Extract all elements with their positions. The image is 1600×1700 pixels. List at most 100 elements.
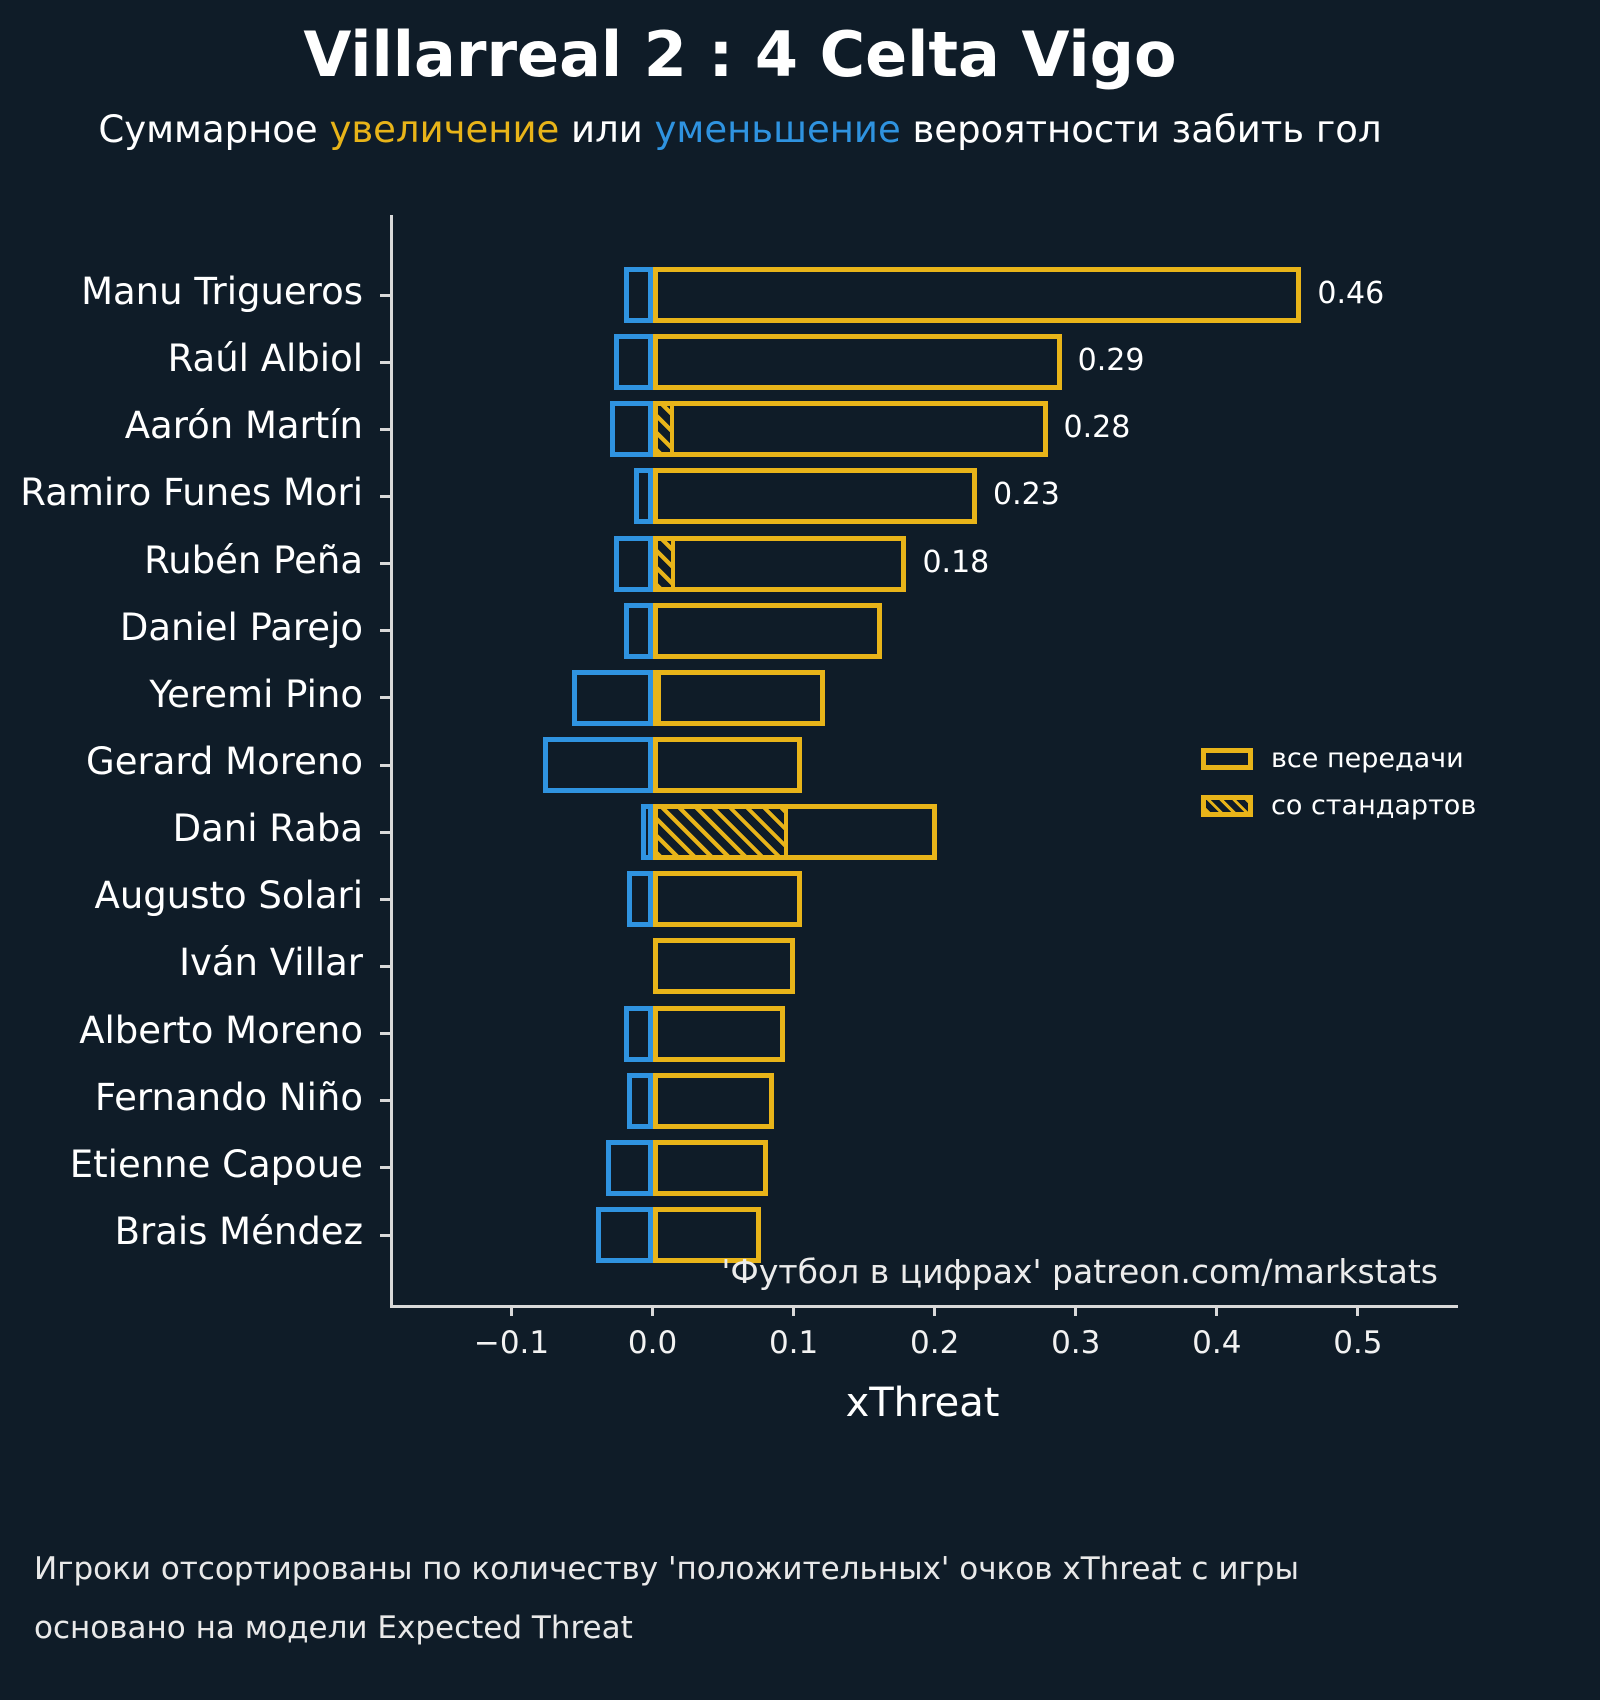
- value-label: 0.28: [1063, 410, 1131, 446]
- bar-positive-total: [652, 468, 977, 525]
- legend-swatch-all-passes: [1201, 747, 1253, 770]
- legend-label-set-pieces: со стандартов: [1271, 790, 1477, 821]
- x-tick-label: −0.1: [473, 1325, 550, 1361]
- y-tick: [380, 1233, 390, 1237]
- bar-positive-total: [652, 1072, 774, 1129]
- player-label: Yeremi Pino: [149, 672, 363, 716]
- subtitle-part-1: Суммарное: [98, 108, 330, 151]
- x-tick-label: 0.3: [1051, 1325, 1101, 1361]
- bar-negative: [627, 871, 653, 928]
- bar-negative: [606, 1139, 653, 1196]
- y-tick: [380, 562, 390, 566]
- value-label: 0.29: [1077, 343, 1145, 379]
- y-tick: [380, 1032, 390, 1036]
- legend-label-all-passes: все передачи: [1271, 743, 1464, 774]
- bar-negative: [542, 737, 653, 793]
- watermark: 'Футбол в цифрах' patreon.com/markstats: [721, 1252, 1438, 1291]
- bar-positive-total: [652, 1207, 762, 1263]
- player-label: Daniel Parejo: [119, 605, 363, 649]
- bar-positive-total: [652, 737, 803, 793]
- y-tick: [380, 427, 390, 431]
- footer-line-2: основано на модели Expected Threat: [34, 1609, 633, 1646]
- player-label: Fernando Niño: [94, 1075, 363, 1119]
- player-label: Dani Raba: [172, 807, 363, 851]
- bar-set-piece: [652, 804, 788, 861]
- y-tick: [380, 629, 390, 633]
- bar-set-piece: [652, 401, 674, 458]
- player-label: Ramiro Funes Mori: [20, 471, 363, 515]
- value-label: 0.18: [922, 544, 990, 580]
- bar-negative: [627, 1072, 653, 1129]
- chart-subtitle: Суммарное увеличение или уменьшение веро…: [0, 108, 1480, 151]
- bar-negative: [624, 267, 653, 323]
- bar-negative: [614, 334, 653, 391]
- bar-positive-total: [652, 1139, 769, 1196]
- bar-positive-total: [652, 871, 803, 928]
- bar-negative: [624, 602, 653, 659]
- subtitle-part-3: вероятности забить гол: [900, 108, 1382, 151]
- x-tick-label: 0.2: [910, 1325, 960, 1361]
- y-tick: [380, 494, 390, 498]
- value-label: 0.46: [1317, 276, 1385, 311]
- y-tick: [380, 360, 390, 364]
- legend-item-all-passes: все передачи: [1201, 743, 1476, 774]
- x-tick-label: 0.5: [1333, 1325, 1383, 1361]
- legend-item-set-pieces: со стандартов: [1201, 790, 1476, 821]
- x-tick: [1356, 1305, 1360, 1316]
- bar-positive-total: [652, 669, 825, 726]
- x-tick-label: 0.1: [768, 1325, 819, 1361]
- plot-area: все передачи со стандартов 'Футбол в циф…: [20, 215, 1476, 1361]
- footer: Игроки отсортированы по количеству 'поло…: [34, 1540, 1534, 1658]
- player-label: Augusto Solari: [94, 874, 363, 918]
- y-tick: [380, 830, 390, 834]
- chart-title: Villarreal 2 : 4 Celta Vigo: [303, 18, 1177, 91]
- x-tick: [509, 1305, 513, 1316]
- bar-positive-total: [652, 535, 907, 592]
- bar-positive-total: [652, 602, 883, 659]
- x-tick: [651, 1305, 655, 1316]
- bar-set-piece: [652, 669, 661, 726]
- x-tick: [933, 1305, 937, 1316]
- x-tick: [792, 1305, 796, 1316]
- player-label: Aarón Martín: [124, 404, 363, 448]
- bar-negative: [614, 535, 653, 592]
- x-tick: [1215, 1305, 1219, 1316]
- player-label: Manu Trigueros: [81, 270, 363, 313]
- bar-positive-total: [652, 334, 1062, 391]
- y-tick: [380, 1166, 390, 1170]
- x-tick-label: 0.4: [1192, 1325, 1242, 1361]
- player-label: Brais Méndez: [114, 1210, 363, 1253]
- y-tick: [380, 293, 390, 297]
- x-axis-label: xThreat: [845, 1380, 1000, 1426]
- value-label: 0.23: [992, 477, 1060, 513]
- legend: все передачи со стандартов: [1201, 743, 1476, 837]
- x-tick: [1074, 1305, 1078, 1316]
- y-tick: [380, 1099, 390, 1103]
- bar-positive-total: [652, 401, 1048, 458]
- player-label: Alberto Moreno: [79, 1008, 363, 1052]
- bar-negative: [641, 804, 653, 861]
- player-label: Raúl Albiol: [167, 337, 363, 381]
- bar-negative: [624, 1005, 653, 1062]
- bar-negative: [610, 401, 653, 458]
- bar-positive-total: [652, 267, 1302, 323]
- subtitle-part-2: или: [559, 108, 655, 151]
- bar-negative: [596, 1207, 653, 1263]
- y-tick: [380, 696, 390, 700]
- bar-set-piece: [652, 535, 676, 592]
- subtitle-decrease-word: уменьшение: [654, 108, 901, 151]
- bar-positive-total: [652, 938, 796, 995]
- player-label: Gerard Moreno: [86, 740, 363, 783]
- subtitle-increase-word: увеличение: [329, 108, 560, 151]
- bar-positive-total: [652, 1005, 786, 1062]
- legend-swatch-set-pieces: [1201, 794, 1253, 817]
- player-label: Rubén Peña: [144, 538, 363, 582]
- y-tick: [380, 897, 390, 901]
- player-label: Iván Villar: [179, 941, 363, 985]
- bar-negative: [634, 468, 653, 525]
- bar-negative: [572, 669, 653, 726]
- y-tick: [380, 964, 390, 968]
- y-tick: [380, 763, 390, 767]
- player-label: Etienne Capoue: [69, 1142, 363, 1186]
